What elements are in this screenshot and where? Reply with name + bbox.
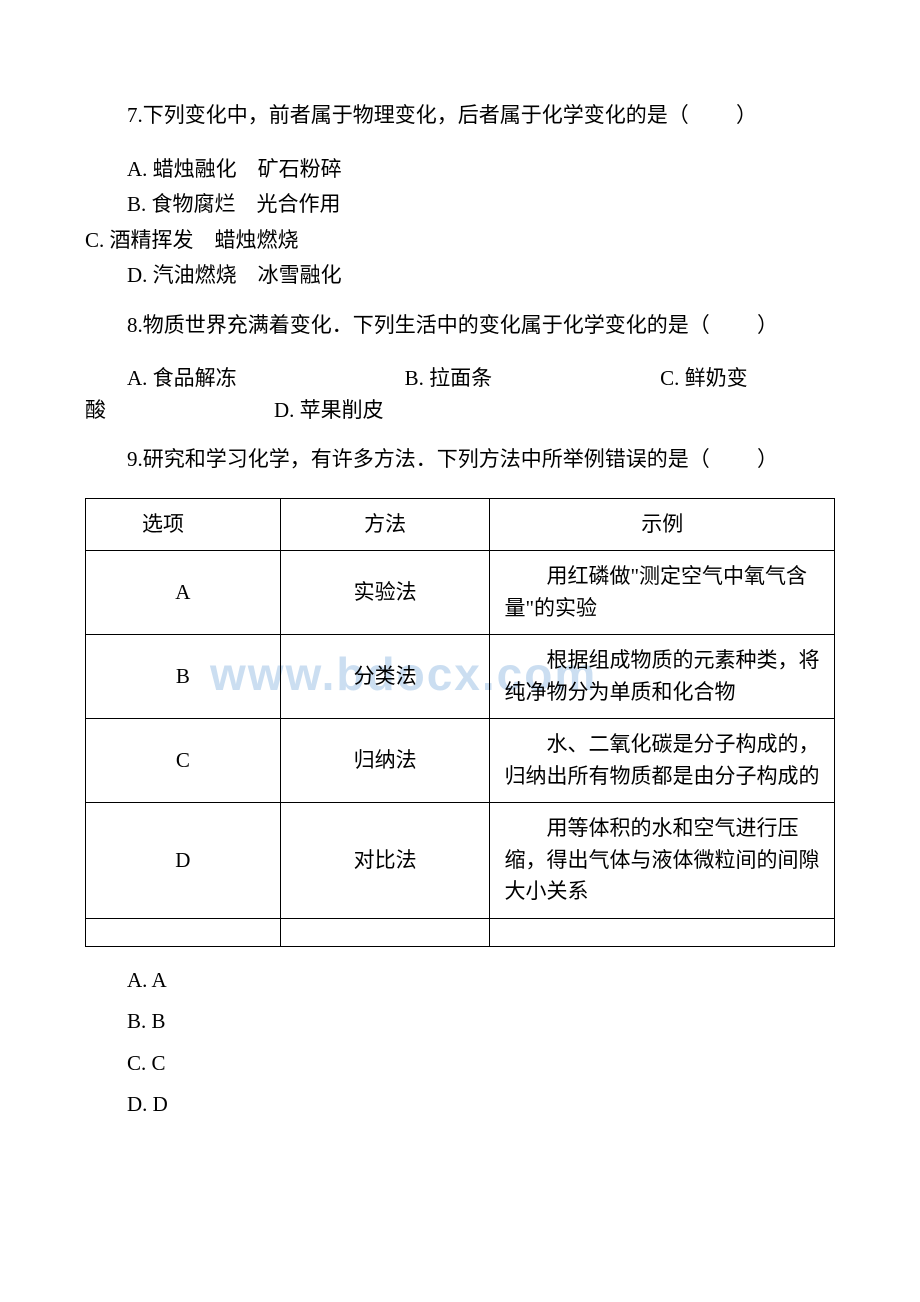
cell-method-d: 对比法 (280, 803, 490, 919)
header-example: 示例 (490, 498, 835, 551)
q9-table: 选项 方法 示例 A 实验法 用红磷做"测定空气中氧气含量"的实验 B 分类法 … (85, 498, 835, 947)
table-row: B 分类法 根据组成物质的元素种类，将纯净物分为单质和化合物 (86, 635, 835, 719)
table-row: C 归纳法 水、二氧化碳是分子构成的，归纳出所有物质都是由分子构成的 (86, 719, 835, 803)
q7-option-a: A. 蜡烛融化 矿石粉碎 (85, 154, 835, 186)
cell-method-b: 分类法 (280, 635, 490, 719)
table-empty-row (86, 918, 835, 946)
q9-answer-d: D. D (85, 1089, 835, 1121)
q9-answer-c: C. C (85, 1048, 835, 1080)
q8-options-line2: 酸 D. 苹果削皮 (85, 395, 835, 427)
table-row: D 对比法 用等体积的水和空气进行压缩，得出气体与液体微粒间的间隙大小关系 (86, 803, 835, 919)
cell-opt-c: C (86, 719, 281, 803)
question-7-text: 7.下列变化中，前者属于物理变化，后者属于化学变化的是（ ） (85, 100, 835, 132)
q7-option-d: D. 汽油燃烧 冰雪融化 (85, 260, 835, 292)
question-8-text: 8.物质世界充满着变化．下列生活中的变化属于化学变化的是（ ） (85, 310, 835, 342)
q8-options-line1: A. 食品解冻 B. 拉面条 C. 鲜奶变 (85, 363, 835, 395)
q9-answer-a: A. A (85, 965, 835, 997)
cell-opt-b: B (86, 635, 281, 719)
header-method: 方法 (280, 498, 490, 551)
cell-example-d: 用等体积的水和空气进行压缩，得出气体与液体微粒间的间隙大小关系 (490, 803, 835, 919)
cell-opt-a: A (86, 551, 281, 635)
header-option: 选项 (86, 498, 281, 551)
question-9-text: 9.研究和学习化学，有许多方法．下列方法中所举例错误的是（ ） (85, 444, 835, 476)
table-row: A 实验法 用红磷做"测定空气中氧气含量"的实验 (86, 551, 835, 635)
empty-cell (280, 918, 490, 946)
cell-method-a: 实验法 (280, 551, 490, 635)
cell-example-c: 水、二氧化碳是分子构成的，归纳出所有物质都是由分子构成的 (490, 719, 835, 803)
table-header-row: 选项 方法 示例 (86, 498, 835, 551)
cell-example-a: 用红磷做"测定空气中氧气含量"的实验 (490, 551, 835, 635)
cell-opt-d: D (86, 803, 281, 919)
empty-cell (86, 918, 281, 946)
q7-option-b: B. 食物腐烂 光合作用 (85, 189, 835, 221)
cell-method-c: 归纳法 (280, 719, 490, 803)
q9-answer-options: A. A B. B C. C D. D (85, 965, 835, 1121)
empty-cell (490, 918, 835, 946)
q9-answer-b: B. B (85, 1006, 835, 1038)
q8-options: A. 食品解冻 B. 拉面条 C. 鲜奶变 酸 D. 苹果削皮 (85, 363, 835, 426)
q7-option-c: C. 酒精挥发 蜡烛燃烧 (85, 225, 835, 257)
cell-example-b: 根据组成物质的元素种类，将纯净物分为单质和化合物 (490, 635, 835, 719)
